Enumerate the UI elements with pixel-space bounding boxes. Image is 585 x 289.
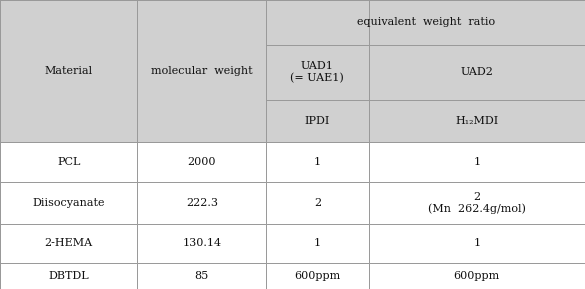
- Bar: [266, 182, 369, 224]
- Text: PCL: PCL: [57, 157, 80, 167]
- Bar: [137, 182, 266, 224]
- Bar: [369, 142, 585, 182]
- Text: 2000: 2000: [188, 157, 216, 167]
- Text: 600ppm: 600ppm: [294, 271, 340, 281]
- Bar: [0, 263, 137, 289]
- Text: UAD2: UAD2: [460, 67, 493, 77]
- Text: 1: 1: [473, 157, 480, 167]
- Text: Diisocyanate: Diisocyanate: [33, 198, 105, 208]
- Text: 2-HEMA: 2-HEMA: [44, 238, 93, 249]
- Text: equivalent  weight  ratio: equivalent weight ratio: [356, 17, 495, 27]
- Text: Material: Material: [44, 66, 93, 76]
- Text: 1: 1: [314, 238, 321, 249]
- Text: 130.14: 130.14: [183, 238, 221, 249]
- Bar: [369, 224, 585, 263]
- Bar: [0, 224, 137, 263]
- Bar: [137, 263, 266, 289]
- Bar: [266, 224, 369, 263]
- Bar: [369, 182, 585, 224]
- Bar: [137, 142, 266, 182]
- Bar: [266, 142, 369, 182]
- Text: 85: 85: [195, 271, 209, 281]
- Bar: [0, 142, 137, 182]
- Text: 222.3: 222.3: [186, 198, 218, 208]
- Bar: [369, 263, 585, 289]
- Text: molecular  weight: molecular weight: [151, 66, 253, 76]
- Text: 600ppm: 600ppm: [453, 271, 500, 281]
- Text: UAD1
(= UAE1): UAD1 (= UAE1): [291, 61, 344, 83]
- Bar: [266, 263, 369, 289]
- Bar: [0, 182, 137, 224]
- Bar: [0, 0, 585, 142]
- Bar: [137, 224, 266, 263]
- Text: 2: 2: [314, 198, 321, 208]
- Text: 1: 1: [473, 238, 480, 249]
- Text: IPDI: IPDI: [305, 116, 330, 126]
- Text: 1: 1: [314, 157, 321, 167]
- Text: H₁₂MDI: H₁₂MDI: [455, 116, 498, 126]
- Text: DBTDL: DBTDL: [49, 271, 89, 281]
- Text: 2
(Mn  262.4g/mol): 2 (Mn 262.4g/mol): [428, 192, 526, 214]
